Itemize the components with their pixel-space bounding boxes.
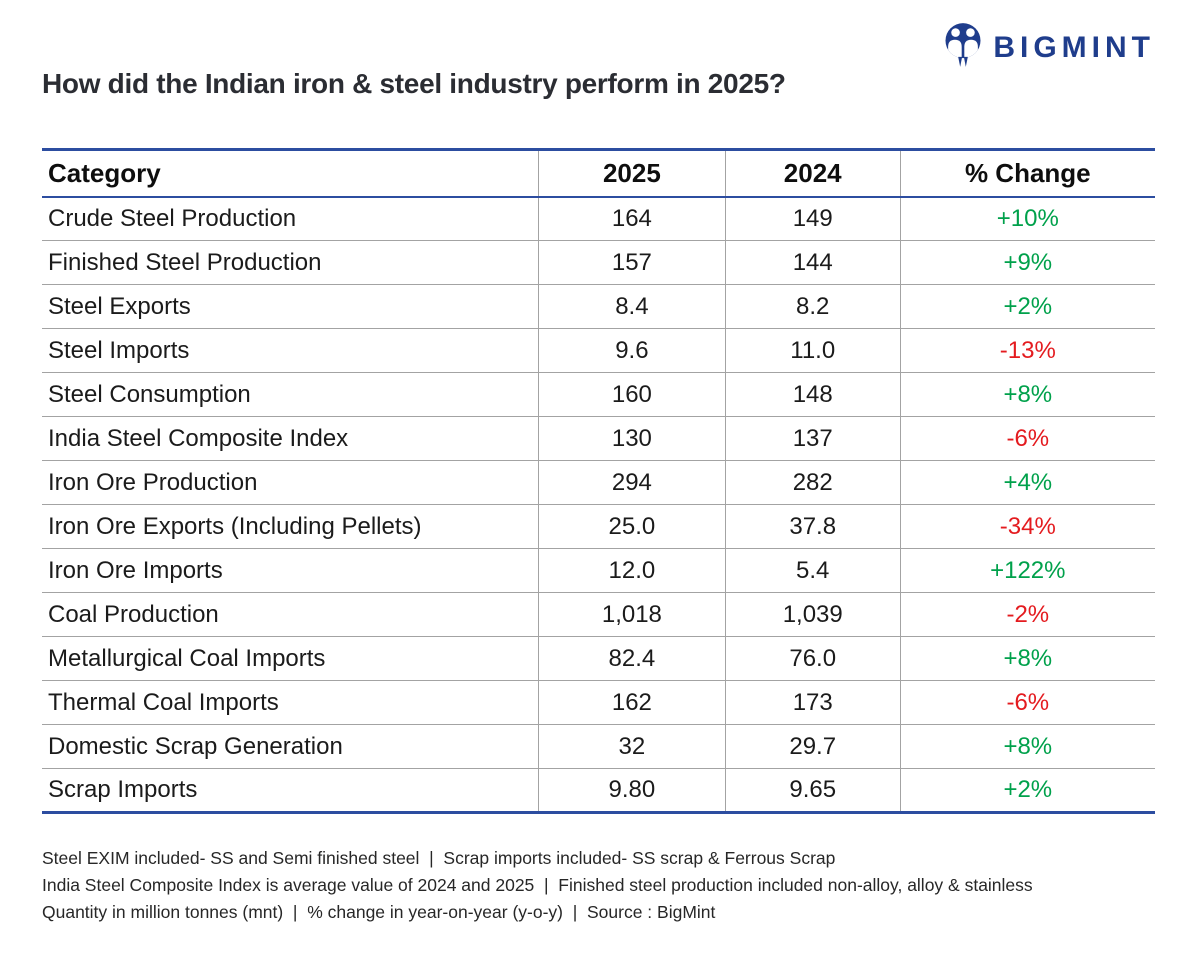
category-cell: Coal Production [42, 592, 539, 637]
table-row: India Steel Composite Index 130 137 -6% [42, 416, 1155, 461]
value-2024-cell: 11.0 [724, 328, 901, 373]
table-header-row: Category 2025 2024 % Change [42, 149, 1155, 198]
value-2024-cell: 5.4 [724, 548, 901, 593]
value-2025-cell: 162 [537, 680, 726, 725]
table-row: Thermal Coal Imports 162 173 -6% [42, 680, 1155, 725]
category-cell: Thermal Coal Imports [42, 680, 539, 725]
value-2024-cell: 173 [724, 680, 901, 725]
value-2025-cell: 157 [537, 240, 726, 285]
header-percent-change: % Change [899, 149, 1155, 198]
category-cell: Steel Exports [42, 284, 539, 329]
footnote-line: Steel EXIM included- SS and Semi finishe… [42, 848, 836, 868]
category-cell: Domestic Scrap Generation [42, 724, 539, 769]
percent-change-cell: +122% [899, 548, 1155, 593]
percent-change-cell: +8% [899, 636, 1155, 681]
value-2024-cell: 29.7 [724, 724, 901, 769]
category-cell: Iron Ore Production [42, 460, 539, 505]
value-2025-cell: 164 [537, 196, 726, 241]
value-2024-cell: 76.0 [724, 636, 901, 681]
table-row: Crude Steel Production 164 149 +10% [42, 196, 1155, 241]
percent-change-cell: +9% [899, 240, 1155, 285]
percent-change-cell: -13% [899, 328, 1155, 373]
table-row: Steel Exports 8.4 8.2 +2% [42, 284, 1155, 329]
category-cell: Iron Ore Exports (Including Pellets) [42, 504, 539, 549]
category-cell: India Steel Composite Index [42, 416, 539, 461]
value-2024-cell: 144 [724, 240, 901, 285]
percent-change-cell: -34% [899, 504, 1155, 549]
value-2025-cell: 294 [537, 460, 726, 505]
category-cell: Scrap Imports [48, 776, 198, 803]
value-2025-cell: 9.6 [537, 328, 726, 373]
value-2024-cell: 282 [724, 460, 901, 505]
percent-change-cell: -2% [899, 592, 1155, 637]
percent-change-cell: +8% [899, 372, 1155, 417]
table-body: Crude Steel Production 164 149 +10% Fini… [42, 196, 1155, 813]
performance-table: Category 2025 2024 % Change Crude Steel … [42, 148, 1155, 814]
percent-change-cell: +2% [899, 284, 1155, 329]
category-cell: Finished Steel Production [42, 240, 539, 285]
category-cell: Crude Steel Production [42, 196, 539, 241]
value-2025-cell: 82.4 [537, 636, 726, 681]
header-category: Category [42, 149, 539, 198]
category-cell: Iron Ore Imports [42, 548, 539, 593]
table-row: Metallurgical Coal Imports 82.4 76.0 +8% [42, 636, 1155, 681]
bigmint-logo: BIGMINT [942, 20, 1155, 75]
percent-change-cell: +4% [899, 460, 1155, 505]
percent-change-cell: +8% [899, 724, 1155, 769]
table-row: Coal Production 1,018 1,039 -2% [42, 592, 1155, 637]
category-cell: Steel Imports [42, 328, 539, 373]
table-row: Domestic Scrap Generation 32 29.7 +8% [42, 724, 1155, 769]
table-row: Steel Imports 9.6 11.0 -13% [42, 328, 1155, 373]
percent-change-cell: -6% [899, 680, 1155, 725]
value-2024-cell: 148 [724, 372, 901, 417]
value-2025-cell: 8.4 [537, 284, 726, 329]
value-2025-cell: 130 [537, 416, 726, 461]
value-2025-cell: 25.0 [537, 504, 726, 549]
header-2024: 2024 [724, 149, 901, 198]
bigmint-logo-text: BIGMINT [993, 30, 1155, 64]
footnotes: Steel EXIM included- SS and Semi finishe… [42, 845, 1172, 926]
table-row: Iron Ore Exports (Including Pellets) 25.… [42, 504, 1155, 549]
value-2024-cell: 137 [724, 416, 901, 461]
footnote-line: India Steel Composite Index is average v… [42, 875, 1033, 895]
value-2024-cell: 8.2 [724, 284, 901, 329]
table-row: Scrap Imports 9.80 9.65 +2% [42, 768, 1155, 813]
value-2025-cell: 12.0 [537, 548, 726, 593]
page-title: How did the Indian iron & steel industry… [42, 68, 786, 99]
value-2025-cell: 1,018 [537, 592, 726, 637]
footnote-line: Quantity in million tonnes (mnt) | % cha… [42, 902, 716, 922]
category-cell: Metallurgical Coal Imports [42, 636, 539, 681]
value-2024-cell: 9.65 [724, 768, 901, 813]
header-2025: 2025 [537, 149, 726, 198]
value-2024-cell: 37.8 [724, 504, 901, 549]
percent-change-cell: -6% [899, 416, 1155, 461]
table-row: Iron Ore Production 294 282 +4% [42, 460, 1155, 505]
table-row: Steel Consumption 160 148 +8% [42, 372, 1155, 417]
value-2025-cell: 9.80 [537, 768, 726, 813]
value-2024-cell: 149 [724, 196, 901, 241]
table-row: Finished Steel Production 157 144 +9% [42, 240, 1155, 285]
value-2024-cell: 1,039 [724, 592, 901, 637]
percent-change-cell: +2% [899, 768, 1155, 813]
percent-change-cell: +10% [899, 196, 1155, 241]
table-row: Iron Ore Imports 12.0 5.4 +122% [42, 548, 1155, 593]
category-cell: Steel Consumption [42, 372, 539, 417]
value-2025-cell: 32 [537, 724, 726, 769]
bigmint-logo-icon [942, 20, 984, 75]
value-2025-cell: 160 [537, 372, 726, 417]
